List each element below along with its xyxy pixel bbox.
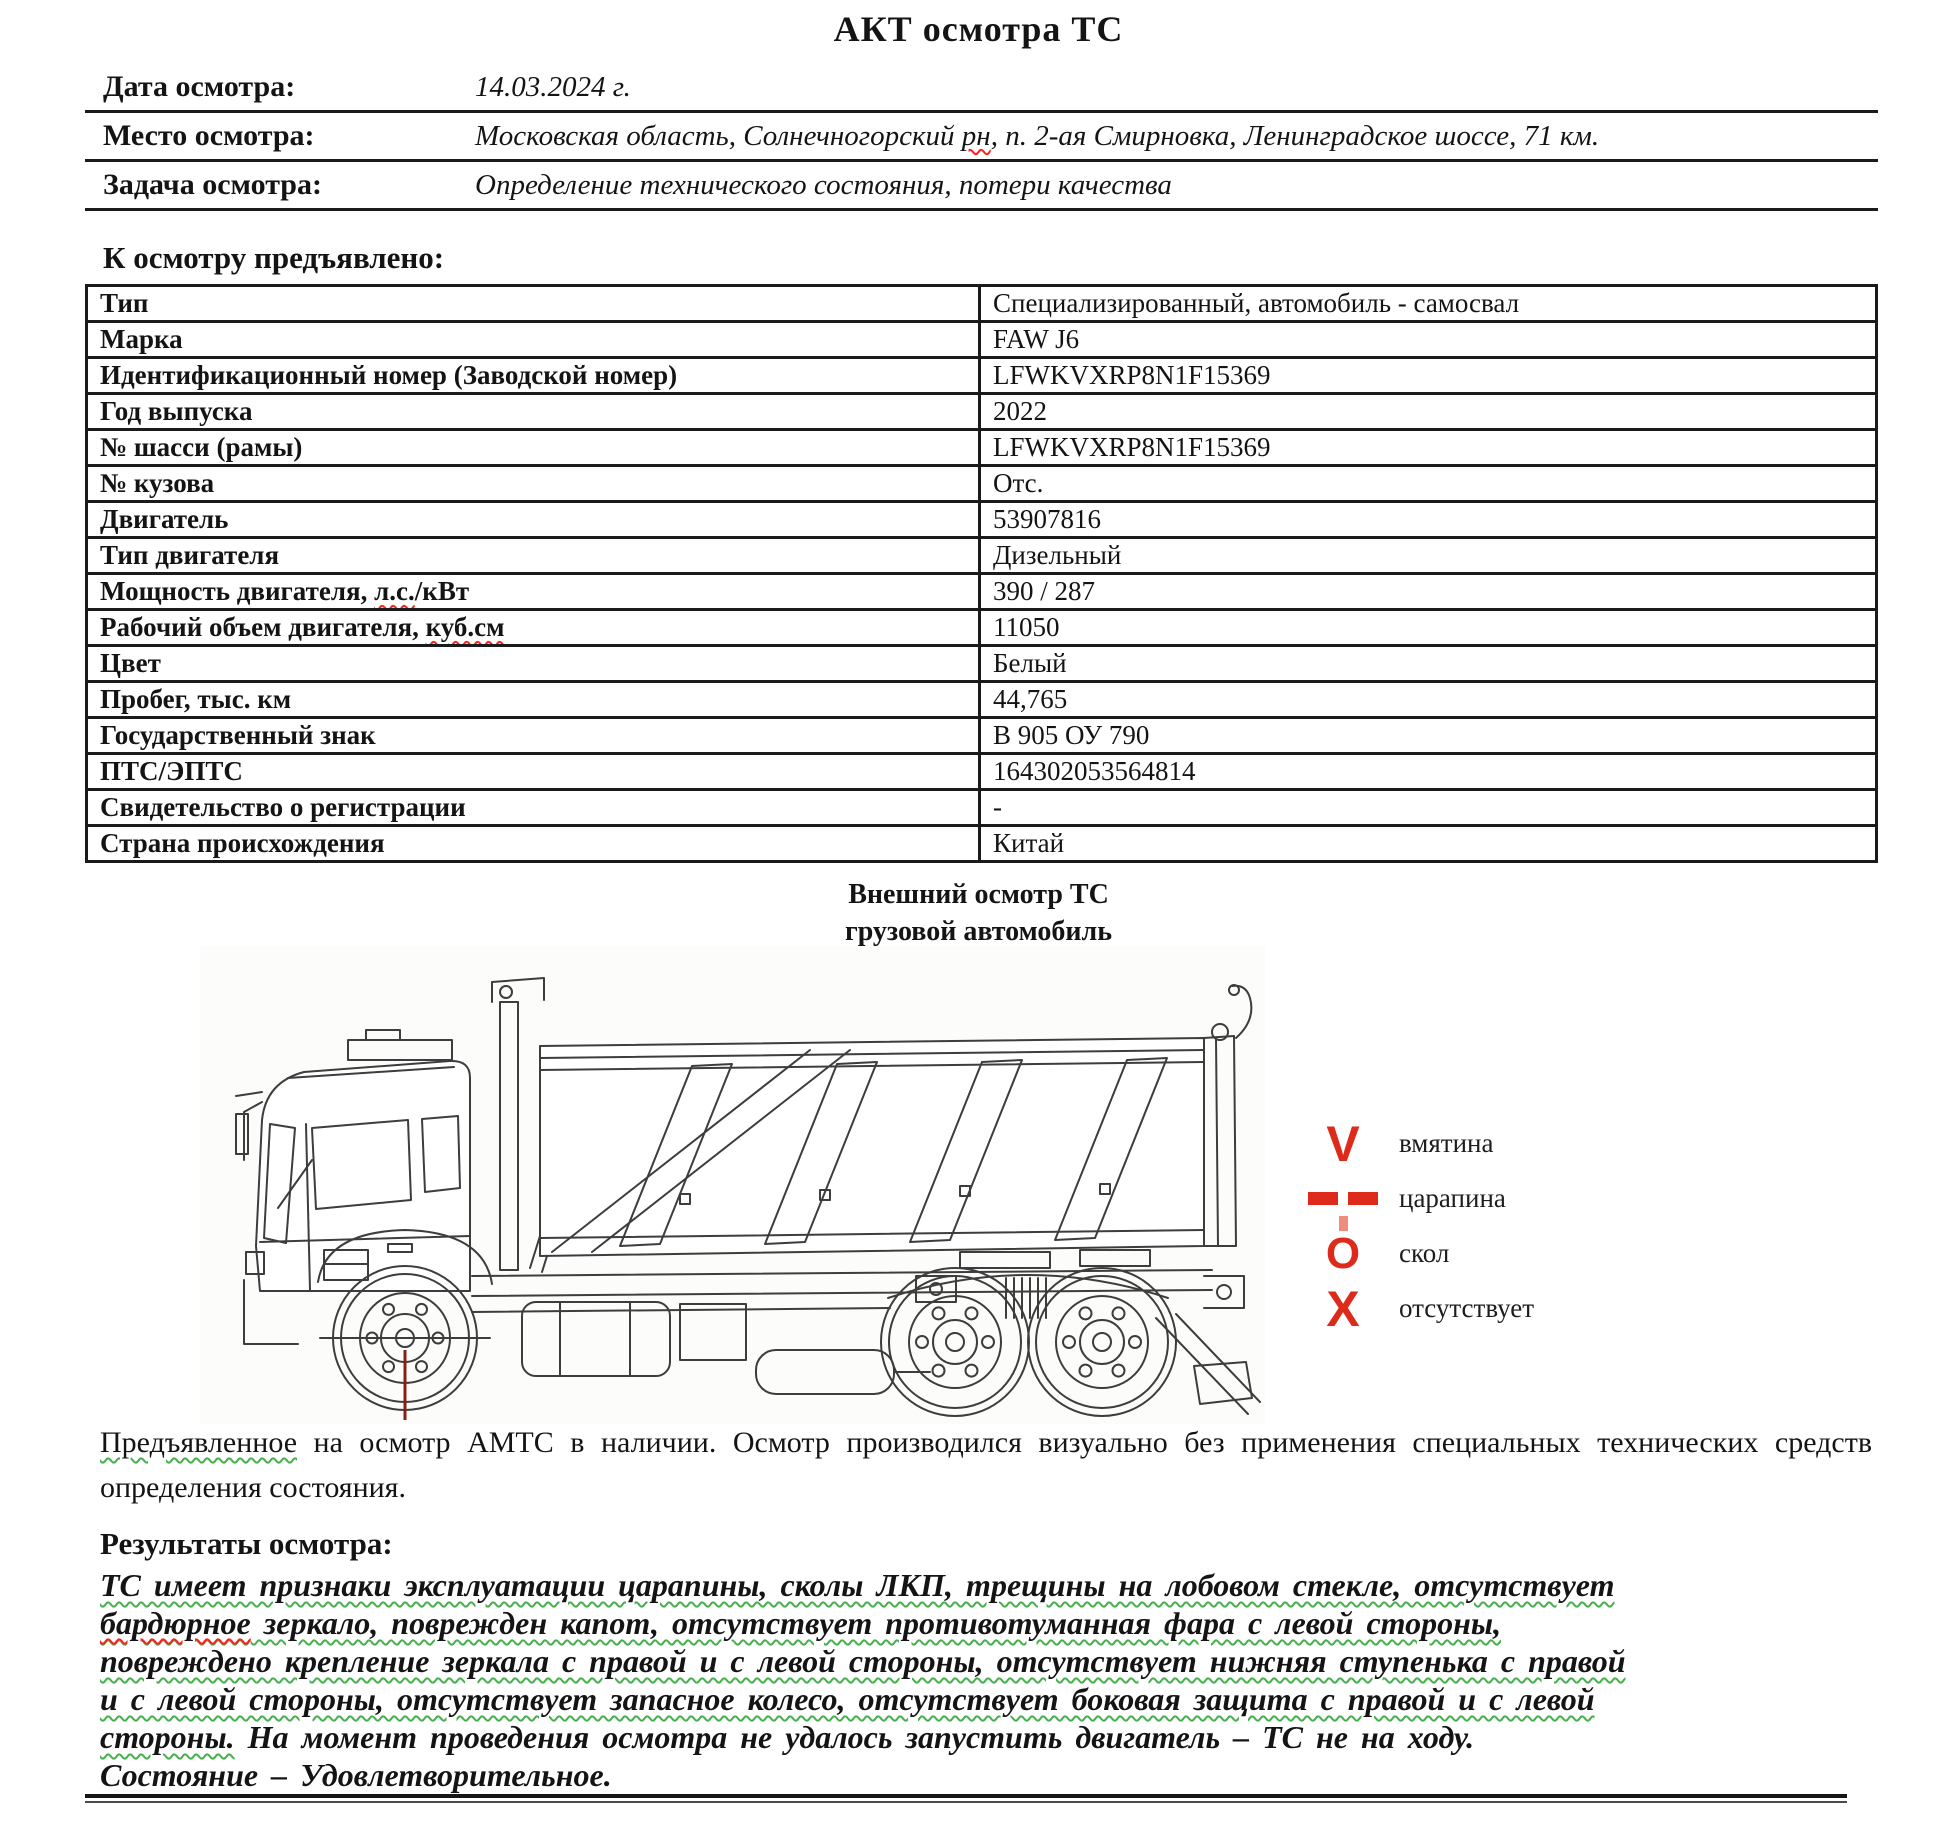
chip-symbol: O xyxy=(1287,1215,1399,1276)
spec-value: 53907816 xyxy=(993,504,1101,535)
legend-item-scratch: царапина xyxy=(1287,1171,1534,1226)
spec-value: 164302053564814 xyxy=(993,756,1196,787)
spec-row-color: Цвет Белый xyxy=(85,644,1878,683)
spec-row-engine-type: Тип двигателя Дизельный xyxy=(85,536,1878,575)
spec-label: Двигатель xyxy=(100,504,229,535)
legend-item-chip: O скол xyxy=(1287,1215,1534,1281)
results-line: и с левой стороны, отсутствует запасное … xyxy=(100,1681,1595,1717)
spec-row-origin-country: Страна происхождения Китай xyxy=(85,824,1878,863)
spec-row-mileage: Пробег, тыс. км 44,765 xyxy=(85,680,1878,719)
inspection-header: Дата осмотра: 14.03.2024 г. Место осмотр… xyxy=(85,64,1878,211)
external-heading-line1: Внешний осмотр ТС xyxy=(848,879,1109,910)
spec-value: Специализированный, автомобиль - самосва… xyxy=(993,288,1520,319)
spec-label: Государственный знак xyxy=(100,720,376,751)
spec-value: - xyxy=(993,792,1002,823)
spec-label: Марка xyxy=(100,324,183,355)
spec-value: Китай xyxy=(993,828,1065,859)
spec-label: Пробег, тыс. км xyxy=(100,684,292,715)
external-heading-line2: грузовой автомобиль xyxy=(845,916,1112,947)
damage-legend: V вмятина царапина O скол X отсутствует xyxy=(1287,1116,1534,1336)
spec-value: Отс. xyxy=(993,468,1044,499)
date-value: 14.03.2024 г. xyxy=(475,70,631,103)
date-label: Дата осмотра: xyxy=(103,70,296,103)
legend-item-dent: V вмятина xyxy=(1287,1116,1534,1171)
dent-symbol: V xyxy=(1326,1115,1360,1172)
spec-row-plate: Государственный знак В 905 ОУ 790 xyxy=(85,716,1878,755)
truck-diagram xyxy=(235,977,1261,1420)
results-line-condition: Состояние – Удовлетворительное. xyxy=(100,1757,612,1793)
spec-row-registration-cert: Свидетельство о регистрации - xyxy=(85,788,1878,827)
spec-value: FAW J6 xyxy=(993,324,1080,355)
place-value: Московская область, Солнечногорский рн, … xyxy=(475,119,1600,152)
spec-label: Год выпуска xyxy=(100,396,253,427)
task-label: Задача осмотра: xyxy=(103,168,322,201)
missing-symbol: X xyxy=(1326,1280,1360,1337)
spellcheck-word: Предъявленное xyxy=(100,1426,298,1459)
spec-row-body-number: № кузова Отс. xyxy=(85,464,1878,503)
spec-label: № кузова xyxy=(100,468,215,499)
spec-row-displacement: Рабочий объем двигателя, куб.см 11050 xyxy=(85,608,1878,647)
legend-label: вмятина xyxy=(1399,1128,1494,1158)
spec-row-make: Марка FAW J6 xyxy=(85,320,1878,359)
legend-item-missing: X отсутствует xyxy=(1287,1281,1534,1336)
truck-figure xyxy=(200,946,1265,1424)
external-inspection-heading: Внешний осмотр ТС грузовой автомобиль xyxy=(0,876,1957,950)
results-line: бардюрное зеркало, поврежден капот, отсу… xyxy=(100,1605,1502,1641)
spec-value: 390 / 287 xyxy=(993,576,1096,607)
vehicle-spec-table: Тип Специализированный, автомобиль - само… xyxy=(85,284,1878,863)
spec-value: LFWKVXRP8N1F15369 xyxy=(993,360,1271,391)
header-row-place: Место осмотра: Московская область, Солне… xyxy=(85,113,1878,162)
page-title: АКТ осмотра ТС xyxy=(833,9,1124,49)
place-label: Место осмотра: xyxy=(103,119,315,152)
spec-label: Идентификационный номер (Заводской номер… xyxy=(100,360,678,391)
results-line: стороны. На момент проведения осмотра не… xyxy=(100,1719,1475,1755)
spellcheck-word: бардюрное xyxy=(100,1605,251,1641)
header-row-date: Дата осмотра: 14.03.2024 г. xyxy=(85,64,1878,113)
spec-label: Свидетельство о регистрации xyxy=(100,792,466,823)
spec-row-year: Год выпуска 2022 xyxy=(85,392,1878,431)
spec-value: LFWKVXRP8N1F15369 xyxy=(993,432,1271,463)
spec-row-pts: ПТС/ЭПТС 164302053564814 xyxy=(85,752,1878,791)
spec-value: 11050 xyxy=(993,612,1060,643)
legend-label: царапина xyxy=(1399,1183,1506,1213)
legend-label: скол xyxy=(1399,1238,1450,1268)
spec-row-vin: Идентификационный номер (Заводской номер… xyxy=(85,356,1878,395)
spec-row-chassis: № шасси (рамы) LFWKVXRP8N1F15369 xyxy=(85,428,1878,467)
spec-label: Страна происхождения xyxy=(100,828,385,859)
spec-label: № шасси (рамы) xyxy=(100,432,303,463)
spec-row-power: Мощность двигателя, л.с./кВт 390 / 287 xyxy=(85,572,1878,611)
spec-value: 2022 xyxy=(993,396,1047,427)
spec-value: Дизельный xyxy=(993,540,1122,571)
spec-label: ПТС/ЭПТС xyxy=(100,756,243,787)
results-line: ТС имеет признаки эксплуатации царапины,… xyxy=(100,1567,1615,1603)
task-value: Определение технического состояния, поте… xyxy=(475,168,1172,201)
bottom-divider xyxy=(85,1794,1847,1803)
spec-value: 44,765 xyxy=(993,684,1068,715)
spec-row-type: Тип Специализированный, автомобиль - само… xyxy=(85,284,1878,323)
presented-heading: К осмотру предъявлено: xyxy=(103,240,445,275)
dash-vertical-mark xyxy=(1339,1215,1348,1231)
spec-value: В 905 ОУ 790 xyxy=(993,720,1150,751)
spec-label: Цвет xyxy=(100,648,161,679)
results-text: ТС имеет признаки эксплуатации царапины,… xyxy=(100,1566,1900,1794)
presence-paragraph: Предъявленное на осмотр АМТС в наличии. … xyxy=(100,1426,1872,1504)
legend-label: отсутствует xyxy=(1399,1293,1535,1323)
scratch-symbol xyxy=(1287,1190,1399,1208)
spec-label: Тип двигателя xyxy=(100,540,280,571)
results-heading: Результаты осмотра: xyxy=(100,1526,393,1561)
spec-row-engine: Двигатель 53907816 xyxy=(85,500,1878,539)
header-row-task: Задача осмотра: Определение технического… xyxy=(85,162,1878,211)
spec-value: Белый xyxy=(993,648,1067,679)
results-line: повреждено крепление зеркала с правой и … xyxy=(100,1643,1626,1679)
spec-label: Тип xyxy=(100,288,149,319)
